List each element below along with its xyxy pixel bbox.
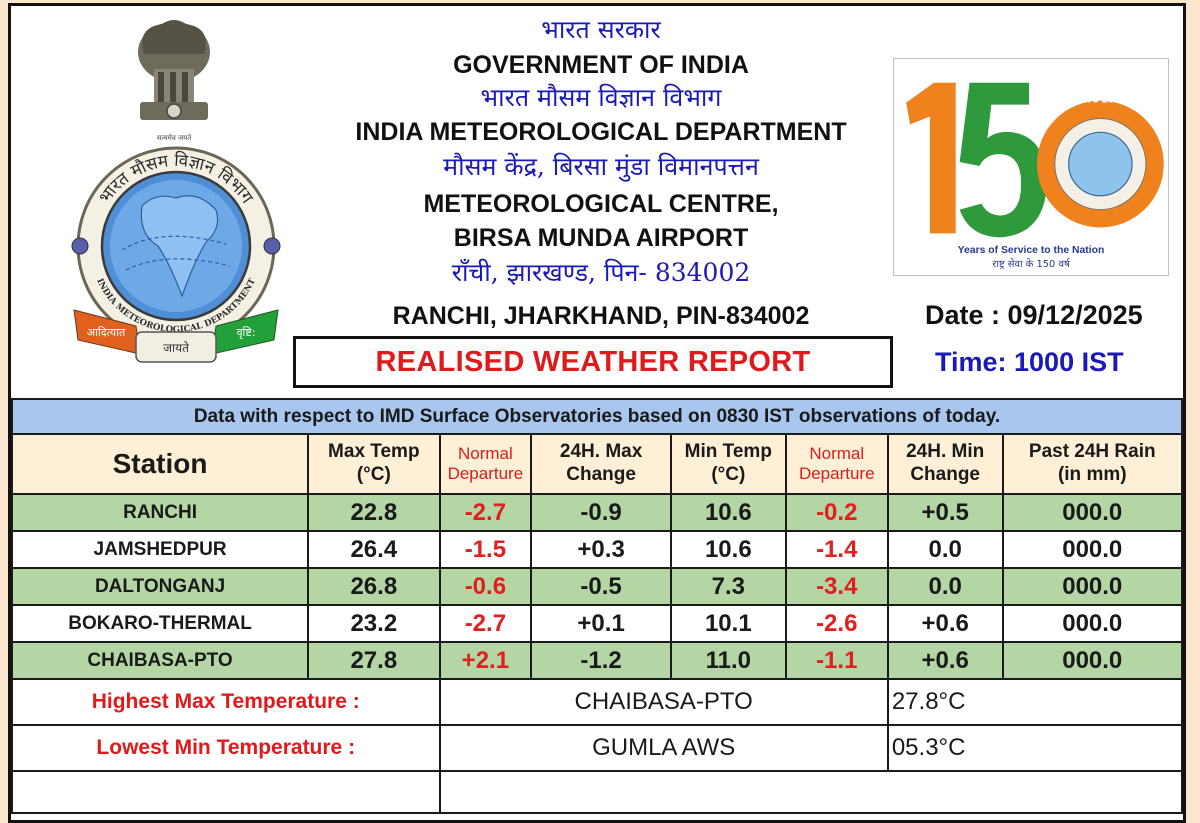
max-temp: 22.8 [307, 493, 441, 532]
max-change: -0.5 [530, 567, 672, 606]
station-name: BOKARO-THERMAL [10, 604, 310, 643]
min-departure: -3.4 [784, 567, 889, 606]
svg-text:Years of Service to the Nation: Years of Service to the Nation [958, 245, 1105, 256]
blank-cell [438, 770, 1183, 814]
col-header-min-temp: Min Temp (°C) [669, 433, 787, 495]
col-header-min-departure: Normal Departure [784, 433, 889, 495]
col-header-rain: Past 24H Rain (in mm) [1001, 433, 1184, 495]
col-header-max-departure: Normal Departure [438, 433, 533, 495]
blank-cell [11, 770, 441, 814]
max-departure: +2.1 [438, 641, 533, 680]
summary-row-lowest-min: Lowest Min Temperature : GUMLA AWS 05.3°… [11, 724, 1184, 772]
rainfall: 000.0 [1001, 493, 1184, 532]
gov-heading: GOVERNMENT OF INDIA [453, 51, 749, 79]
imd-150-years-logo: 1875 2025 Years of Service to the Nation… [893, 58, 1169, 276]
summary-value: 05.3°C [886, 724, 1184, 772]
min-temp: 11.0 [669, 641, 787, 680]
svg-text:राष्ट्र सेवा के 150 वर्ष: राष्ट्र सेवा के 150 वर्ष [992, 258, 1070, 270]
summary-label: Lowest Min Temperature : [11, 724, 441, 772]
station-name: JAMSHEDPUR [10, 530, 310, 569]
observation-note: Data with respect to IMD Surface Observa… [11, 398, 1183, 435]
centre-heading-line1: METEOROLOGICAL CENTRE, [423, 190, 779, 218]
max-temp: 27.8 [307, 641, 441, 680]
min-departure: -1.1 [784, 641, 889, 680]
svg-text:आदित्यात: आदित्यात [87, 326, 126, 339]
summary-row-blank [11, 770, 1183, 814]
weather-report-sheet: सत्यमेव जयते भारत मौसम विज्ञान विभाग IND… [8, 3, 1186, 823]
max-departure: -2.7 [438, 604, 533, 643]
digit-one-shape [906, 82, 956, 234]
summary-label: Highest Max Temperature : [11, 678, 441, 726]
col-header-max-change: 24H. Max Change [530, 433, 672, 495]
hindi-centre-heading: मौसम केंद्र, बिरसा मुंडा विमानपत्तन [443, 152, 759, 181]
address: RANCHI, JHARKHAND, PIN-834002 [392, 302, 810, 330]
min-change: 0.0 [886, 530, 1004, 569]
min-temp: 7.3 [669, 567, 787, 606]
report-title-box: REALISED WEATHER REPORT [293, 336, 893, 388]
centre-heading-line2: BIRSA MUNDA AIRPORT [453, 224, 749, 252]
observation-note-row: Data with respect to IMD Surface Observa… [11, 398, 1183, 435]
table-header-row: Station Max Temp (°C) Normal Departure 24H… [10, 433, 1184, 495]
max-departure: -2.7 [438, 493, 533, 532]
min-departure: -0.2 [784, 493, 889, 532]
table-row: BOKARO-THERMAL 23.2 -2.7 +0.1 10.1 -2.6 … [10, 604, 1184, 643]
svg-text:1875 2025: 1875 2025 [1075, 94, 1126, 106]
rainfall: 000.0 [1001, 530, 1184, 569]
min-change: +0.5 [886, 493, 1004, 532]
station-name: DALTONGANJ [10, 567, 310, 606]
max-change: -0.9 [530, 493, 672, 532]
min-change: 0.0 [886, 567, 1004, 606]
rainfall: 000.0 [1001, 567, 1184, 606]
hindi-gov-heading: भारत सरकार [541, 15, 661, 44]
max-temp: 23.2 [307, 604, 441, 643]
max-temp: 26.8 [307, 567, 441, 606]
svg-text:सत्यमेव जयते: सत्यमेव जयते [157, 133, 192, 142]
summary-row-highest-max: Highest Max Temperature : CHAIBASA-PTO 2… [11, 678, 1184, 726]
report-date: Date : 09/12/2025 [925, 300, 1143, 330]
min-temp: 10.1 [669, 604, 787, 643]
col-header-max-temp: Max Temp (°C) [307, 433, 441, 495]
svg-text:जायते: जायते [163, 341, 190, 355]
hindi-address: राँची, झारखण्ड, पिन- 834002 [451, 258, 751, 287]
min-temp: 10.6 [669, 493, 787, 532]
rainfall: 000.0 [1001, 641, 1184, 680]
report-title: REALISED WEATHER REPORT [375, 345, 811, 378]
imd-emblem-logo: सत्यमेव जयते भारत मौसम विज्ञान विभाग IND… [71, 20, 281, 363]
col-header-min-change: 24H. Min Change [886, 433, 1004, 495]
min-temp: 10.6 [669, 530, 787, 569]
table-row: DALTONGANJ 26.8 -0.6 -0.5 7.3 -3.4 0.0 0… [10, 567, 1184, 606]
min-departure: -2.6 [784, 604, 889, 643]
table-row: JAMSHEDPUR 26.4 -1.5 +0.3 10.6 -1.4 0.0 … [10, 530, 1184, 569]
weather-data-table: Data with respect to IMD Surface Observa… [10, 398, 1184, 814]
station-name: CHAIBASA-PTO [10, 641, 310, 680]
max-departure: -1.5 [438, 530, 533, 569]
min-departure: -1.4 [784, 530, 889, 569]
hindi-dept-heading: भारत मौसम विज्ञान विभाग [480, 83, 722, 112]
dept-heading: INDIA METEOROLOGICAL DEPARTMENT [355, 118, 847, 146]
max-temp: 26.4 [307, 530, 441, 569]
station-name: RANCHI [10, 493, 310, 532]
col-header-station: Station [10, 433, 310, 495]
digit-five-shape [959, 82, 1047, 238]
table-row: RANCHI 22.8 -2.7 -0.9 10.6 -0.2 +0.5 000… [10, 493, 1184, 532]
summary-station: CHAIBASA-PTO [438, 678, 889, 726]
max-departure: -0.6 [438, 567, 533, 606]
summary-station: GUMLA AWS [438, 724, 889, 772]
svg-text:वृष्टि:: वृष्टि: [236, 326, 255, 339]
max-change: +0.3 [530, 530, 672, 569]
rainfall: 000.0 [1001, 604, 1184, 643]
summary-value: 27.8°C [886, 678, 1184, 726]
max-change: -1.2 [530, 641, 672, 680]
national-emblem-icon: सत्यमेव जयते [138, 20, 210, 142]
min-change: +0.6 [886, 604, 1004, 643]
min-change: +0.6 [886, 641, 1004, 680]
max-change: +0.1 [530, 604, 672, 643]
report-time: Time: 1000 IST [935, 347, 1124, 377]
table-row: CHAIBASA-PTO 27.8 +2.1 -1.2 11.0 -1.1 +0… [10, 641, 1184, 680]
